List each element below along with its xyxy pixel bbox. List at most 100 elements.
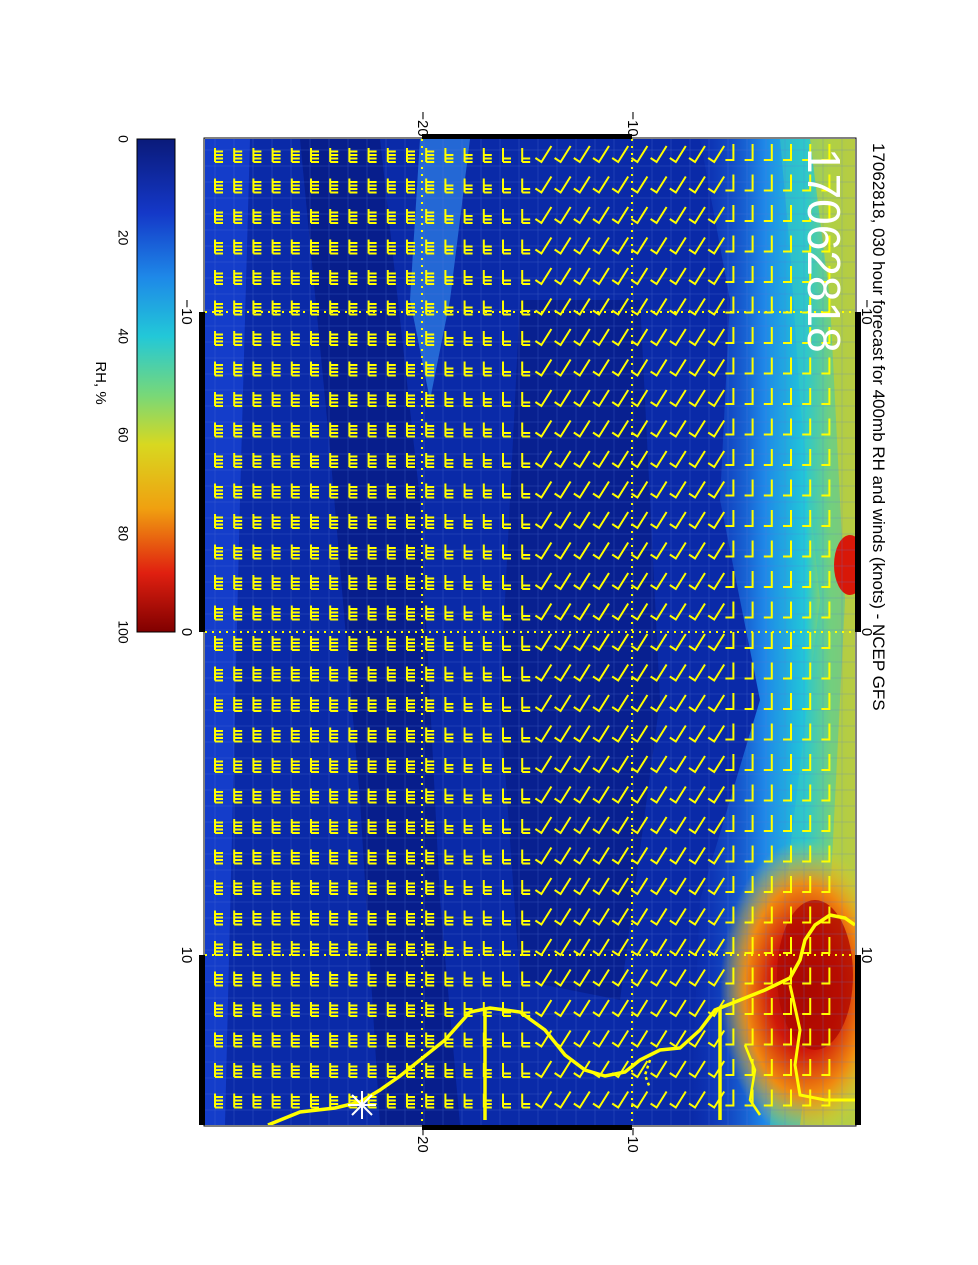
wind-barb-icon	[821, 479, 831, 497]
wind-barb-icon	[725, 693, 735, 710]
wind-barb-icon	[252, 849, 262, 865]
wind-barb-icon	[348, 849, 358, 865]
wind-barb-icon	[725, 479, 735, 497]
wind-barb-icon	[688, 297, 706, 316]
wind-barb-icon	[425, 666, 435, 682]
wind-barb-icon	[650, 541, 668, 560]
wind-barb-icon	[502, 483, 511, 499]
wind-barb-icon	[554, 602, 572, 621]
wind-barb-icon	[725, 418, 735, 436]
wind-barb-icon	[406, 1032, 415, 1048]
wind-barb-icon	[744, 418, 754, 436]
wind-barb-icon	[688, 663, 706, 682]
wind-barb-icon	[534, 175, 553, 194]
wind-barb-icon	[521, 148, 531, 163]
wind-barb-icon	[310, 1063, 319, 1078]
wind-barb-icon	[802, 1028, 812, 1046]
wind-barb-icon	[482, 849, 492, 865]
wind-barb-icon	[707, 236, 726, 255]
wind-barb-icon	[271, 1032, 281, 1048]
wind-barb-icon	[763, 937, 773, 954]
wind-barb-icon	[534, 267, 553, 286]
wind-barb-icon	[444, 971, 454, 987]
wind-barb-icon	[802, 906, 812, 924]
wind-barb-icon	[214, 1032, 223, 1048]
wind-barb-icon	[233, 300, 243, 316]
wind-barb-icon	[554, 236, 572, 255]
colorbar-tick-label: 20	[115, 230, 131, 246]
wind-barb-icon	[707, 755, 726, 774]
wind-barb-icon	[592, 175, 610, 194]
wind-barb-icon	[763, 662, 773, 680]
wind-barb-icon	[271, 422, 281, 438]
wind-barb-icon	[592, 999, 610, 1018]
wind-barb-icon	[821, 967, 831, 985]
wind-barb-icon	[367, 422, 377, 438]
wind-barb-icon	[252, 361, 262, 377]
wind-barb-icon	[611, 1029, 630, 1048]
wind-barb-icon	[406, 514, 415, 529]
wind-barb-icon	[406, 880, 415, 895]
wind-barb-icon	[386, 636, 396, 651]
wind-barb-icon	[348, 361, 358, 377]
wind-barb-icon	[463, 727, 473, 743]
wind-barb-icon	[573, 633, 591, 652]
wind-barb-icon	[521, 239, 531, 255]
wind-barb-icon	[252, 148, 262, 163]
wind-barb-icon	[329, 1063, 339, 1078]
wind-barb-icon	[406, 849, 415, 865]
wind-barb-icon	[521, 575, 531, 590]
wind-barb-icon	[669, 175, 687, 194]
wind-barb-icon	[425, 971, 435, 987]
wind-barb-icon	[802, 205, 812, 222]
wind-barb-icon	[707, 907, 726, 926]
wind-barb-icon	[573, 999, 591, 1018]
wind-barb-icon	[573, 877, 591, 896]
wind-barb-icon	[821, 723, 831, 741]
wind-barb-icon	[214, 209, 223, 224]
wind-barb-icon	[534, 846, 553, 865]
wind-barb-icon	[252, 971, 262, 987]
wind-barb-icon	[502, 575, 511, 590]
wind-barb-icon	[669, 816, 687, 835]
wind-barb-icon	[763, 449, 773, 466]
wind-barb-icon	[444, 544, 454, 560]
wind-barb-icon	[329, 1002, 339, 1017]
wind-barb-icon	[821, 205, 831, 222]
wind-barb-icon	[554, 999, 572, 1018]
wind-barb-icon	[669, 419, 687, 438]
wind-barb-icon	[233, 178, 243, 194]
wind-barb-icon	[669, 511, 687, 530]
wind-barb-icon	[669, 877, 687, 896]
wind-barb-icon	[688, 694, 706, 713]
wind-barb-icon	[534, 541, 553, 560]
lat-label-left-1: −10	[178, 299, 195, 324]
wind-barb-icon	[630, 663, 649, 682]
wind-barb-icon	[688, 1090, 706, 1109]
wind-barb-icon	[425, 422, 435, 438]
wind-barb-icon	[744, 876, 754, 893]
wind-barb-icon	[482, 941, 492, 956]
wind-barb-icon	[744, 937, 754, 954]
wind-barb-icon	[783, 388, 792, 405]
wind-barb-icon	[310, 1002, 319, 1017]
wind-barb-icon	[444, 148, 454, 163]
wind-barb-icon	[502, 148, 511, 163]
wind-barb-icon	[425, 727, 435, 743]
station-star-icon	[348, 1091, 376, 1119]
wind-barb-icon	[669, 450, 687, 469]
wind-barb-icon	[763, 571, 773, 588]
wind-barb-icon	[763, 205, 773, 222]
wind-barb-icon	[502, 636, 511, 651]
wind-barb-icon	[725, 723, 735, 741]
wind-barb-icon	[406, 453, 415, 468]
wind-barb-icon	[783, 144, 792, 161]
wind-barb-icon	[725, 1089, 735, 1107]
wind-barb-icon	[348, 300, 358, 316]
lon-label-top-1: −20	[414, 111, 431, 136]
wind-barb-icon	[348, 910, 358, 926]
wind-barb-icon	[573, 907, 591, 926]
wind-barb-icon	[425, 636, 435, 651]
wind-barb-icon	[271, 1063, 281, 1078]
wind-barb-icon	[802, 418, 812, 436]
